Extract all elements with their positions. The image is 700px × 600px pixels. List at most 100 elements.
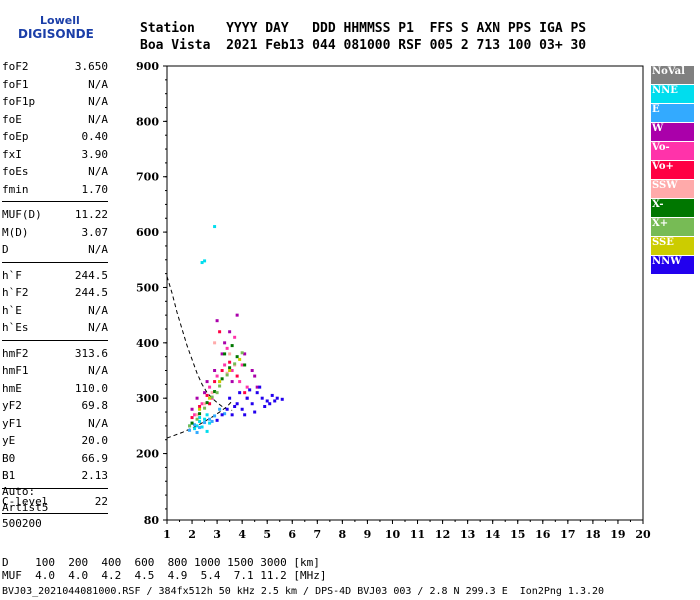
echo-point-x (205, 401, 209, 405)
echo-point-w (215, 319, 219, 323)
echo-point-e (210, 419, 214, 423)
param-row: h`F 244.5 (2, 267, 108, 285)
echo-point-nnw (275, 396, 279, 400)
echo-point-nnw (253, 410, 257, 414)
echo-point-nnw (233, 405, 237, 408)
y-tick-label: 900 (136, 60, 159, 73)
param-value: 3.07 (81, 225, 109, 239)
echo-point-nnw (230, 413, 234, 417)
echo-point-vo (213, 380, 217, 384)
echo-point-nnw (255, 391, 259, 395)
param-label: h`E (2, 303, 22, 317)
echo-point-w (235, 313, 239, 317)
echo-point-nnw (240, 407, 244, 411)
echo-point-vo (228, 360, 232, 364)
x-tick-label: 5 (263, 528, 271, 541)
echo-point-nne (205, 429, 209, 433)
digisonde-logo: Lowell DIGISONDE (4, 4, 94, 44)
param-label: foE (2, 112, 22, 126)
param-row: MUF(D) 11.22 (2, 206, 108, 224)
param-label: h`F2 (2, 286, 29, 299)
param-value: N/A (88, 77, 108, 91)
param-value: 20.0 (81, 434, 109, 447)
echo-point-vo (223, 363, 227, 367)
echo-point-nne (200, 261, 204, 265)
echo-point-x (233, 362, 237, 366)
x-tick-label: 3 (213, 528, 221, 541)
echo-point-nne (213, 225, 217, 229)
param-label: yF1 (2, 416, 22, 430)
echo-point-e (188, 428, 192, 432)
param-label: M(D) (2, 225, 29, 239)
echo-point-sse (208, 396, 212, 400)
echo-point-vo (220, 369, 224, 373)
echo-point-x (195, 417, 199, 421)
echo-point-x (240, 351, 244, 355)
muf-row: MUF 4.0 4.0 4.2 4.5 4.9 5.4 7.1 11.2 [MH… (2, 569, 327, 582)
echo-point-vo (233, 335, 237, 339)
param-row: foE N/A (2, 111, 108, 129)
echo-point-e (213, 414, 217, 418)
param-row: yF1 N/A (2, 415, 108, 433)
echo-point-nnw (243, 413, 247, 417)
echo-point-nnw (280, 397, 284, 401)
x-tick-label: 8 (339, 528, 347, 541)
param-row: fmin 1.70 (2, 181, 108, 199)
x-tick-label: 10 (385, 528, 401, 541)
legend-entry: Vo+ (651, 161, 694, 179)
param-separator (2, 487, 108, 489)
echo-point-e (195, 431, 199, 435)
echo-point-e (198, 426, 202, 430)
echo-point-vo (218, 330, 222, 334)
distance-row: D 100 200 400 600 800 1000 1500 3000 [km… (2, 556, 320, 569)
echo-point-vo (208, 402, 212, 406)
echo-point-nnw (258, 385, 262, 389)
x-tick-label: 18 (585, 528, 601, 541)
param-separator (2, 201, 108, 202)
echo-point-x (190, 421, 194, 425)
echo-point-nne (193, 427, 197, 431)
echo-point-ssw (210, 391, 214, 395)
param-row: foEp 0.40 (2, 128, 108, 146)
x-tick-label: 6 (288, 528, 296, 541)
echo-point-vo (235, 374, 239, 378)
x-tick-label: 11 (410, 528, 425, 541)
echo-point-x (188, 424, 192, 428)
param-value: N/A (88, 321, 108, 334)
param-row: B0 66.9 (2, 450, 108, 468)
echo-point-w (243, 352, 247, 356)
param-label: C-level (2, 494, 49, 508)
param-row: foF1 N/A (2, 76, 108, 94)
x-tick-label: 15 (510, 528, 525, 541)
x-tick-label: 4 (238, 528, 246, 541)
echo-point-w (220, 352, 224, 356)
echo-point-sse (218, 380, 222, 384)
echo-point-w (228, 330, 232, 334)
echo-point-sse (198, 407, 202, 411)
x-tick-label: 9 (364, 528, 372, 541)
echo-point-w (203, 391, 207, 395)
echo-point-nnw (273, 399, 277, 403)
param-value: N/A (88, 364, 108, 377)
echo-point-nne (198, 419, 202, 423)
polarization-legend: NoVal NNE E W Vo- Vo+ SSW X- X+ SSE NNW (651, 66, 694, 275)
param-row: hmF2 313.6 (2, 345, 108, 363)
header-row-2: Boa Vista 2021 Feb13 044 081000 RSF 005 … (140, 38, 587, 53)
param-value: N/A (88, 112, 108, 126)
param-label: foEs (2, 165, 29, 178)
param-row: h`F2 244.5 (2, 284, 108, 302)
scaled-parameters-panel: foF2 3.650 foF1 N/A foF1p N/A foE N/A foEp 0.40 fx… (2, 58, 108, 518)
echo-point-x (228, 366, 232, 370)
echo-point-nnw (260, 396, 264, 400)
echo-point-vo (190, 416, 194, 420)
echo-point-e (208, 417, 212, 421)
echo-point-vo (193, 413, 197, 417)
auto-line-1: Auto: (2, 485, 36, 498)
echo-point-nne (200, 425, 204, 429)
x-tick-label: 19 (610, 528, 625, 541)
param-label: h`Es (2, 321, 29, 334)
echo-point-nnw (215, 418, 219, 422)
profile-trace-lower (166, 400, 233, 439)
param-value: 0.40 (81, 130, 109, 143)
